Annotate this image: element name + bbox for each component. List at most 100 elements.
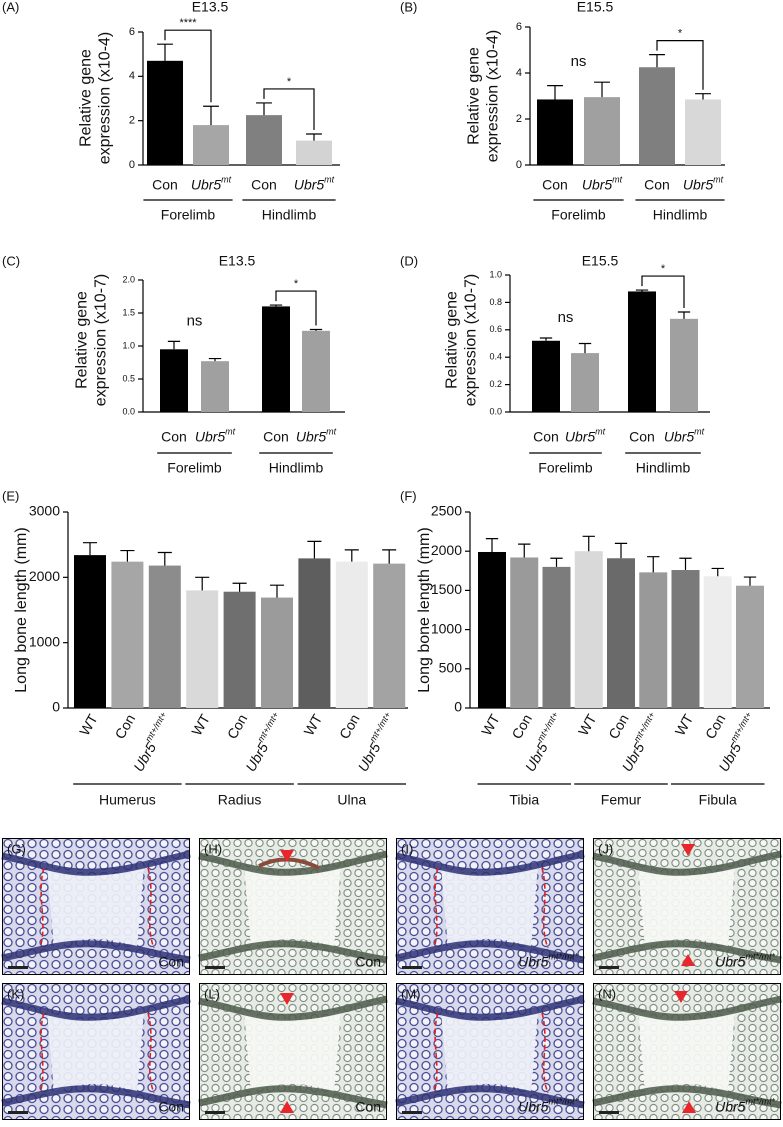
cortex-bottom: [198, 1085, 388, 1109]
panel-label: (A): [2, 0, 19, 14]
error-bar: [614, 542, 628, 559]
group-label: Radius: [218, 792, 262, 808]
x-tick-label-group: Ubr5 mt: [683, 174, 724, 192]
frame: [593, 838, 781, 975]
y-tick-label: 1000: [431, 620, 462, 636]
significance-label: ****: [179, 17, 197, 29]
marrow: [638, 1011, 735, 1093]
x-tick-label-group: Con: [224, 711, 251, 741]
x-tick-label: Ubr5: [664, 429, 695, 445]
error-bar: [485, 538, 499, 552]
bar: [262, 306, 290, 412]
x-tick-label-superscript: mt: [326, 426, 336, 436]
x-tick-label-group: Con: [152, 177, 178, 193]
cortex-top: [592, 850, 782, 876]
significance-label: *: [294, 278, 299, 290]
significance-label: *: [287, 76, 292, 88]
growth-line: [147, 1012, 155, 1094]
x-tick-label: Ubr5: [130, 740, 159, 774]
significance-bracket: [263, 88, 315, 130]
cortex-top: [395, 850, 585, 876]
y-axis-label: Long bone length (mm): [13, 527, 30, 692]
panel-label: (M): [401, 986, 421, 1001]
y-tick-label: 1.0: [489, 269, 502, 279]
y-axis-label: Relative gene: [444, 291, 461, 389]
y-axis-label: Relative gene: [466, 47, 483, 145]
y-axis-label: expression (x10-4): [97, 32, 114, 165]
group-label: Ulna: [337, 792, 366, 808]
cortex-top: [198, 850, 388, 876]
x-tick-label-group: Ubr5 mt: [565, 426, 606, 444]
caption-superscript: mt*/mt*: [745, 951, 775, 961]
x-tick-label: Ubr5: [242, 740, 271, 774]
arrowhead: [681, 844, 695, 856]
x-tick-label-group: Con: [112, 711, 139, 741]
error-bar: [518, 543, 531, 558]
panel-label: (F): [400, 488, 417, 503]
error-bar: [695, 93, 711, 100]
arrowhead: [280, 850, 294, 862]
x-tick-label-superscript: mt: [595, 426, 605, 436]
y-tick-label: 2000: [29, 568, 60, 584]
error-bar: [269, 304, 283, 307]
x-tick-label-group: WT: [672, 711, 697, 738]
bar: [193, 125, 229, 165]
x-tick-label-group: Ubr5 mt: [191, 174, 232, 192]
frame: [199, 983, 387, 1120]
cortex-bottom: [198, 940, 388, 964]
error-bar: [203, 105, 219, 126]
x-tick-label-group: Con: [702, 711, 729, 741]
growth-line: [39, 867, 45, 949]
x-tick-label-superscript: mt: [694, 426, 704, 436]
error-bar: [120, 549, 135, 562]
x-tick-label-superscript: mt: [713, 174, 723, 184]
x-tick-label-group: Con: [542, 177, 568, 193]
x-tick-label-group: Con: [251, 177, 277, 193]
group-label: Femur: [601, 792, 642, 808]
x-tick-label: Con: [152, 177, 178, 193]
caption-superscript: mt*/mt*: [745, 1096, 775, 1106]
x-tick-label: Con: [629, 429, 655, 445]
micrograph: (M) Ubr5 mt*/mt*: [395, 983, 585, 1120]
error-bar: [157, 43, 173, 61]
x-tick-label-group: Ubr5 mt: [296, 426, 337, 444]
cortex-bottom: [592, 940, 782, 964]
y-tick-label: 2.0: [122, 274, 135, 284]
x-tick-label-superscript: mt+/mt+: [255, 710, 280, 744]
cortex-top: [1, 850, 191, 876]
cortex-top: [592, 995, 782, 1021]
micrograph: (L) Con: [198, 983, 388, 1120]
micrograph: (K) Con: [1, 983, 191, 1120]
panel-label: (E): [2, 488, 19, 503]
error-bar: [344, 549, 359, 562]
caption: Con: [355, 954, 381, 970]
group-label: Forelimb: [551, 207, 606, 223]
bar: [302, 330, 330, 412]
cortex-top: [395, 995, 585, 1021]
x-tick-label-group: Con: [508, 711, 535, 741]
error-bar: [269, 584, 285, 598]
x-tick-label: WT: [188, 711, 213, 738]
x-tick-label: Ubr5: [565, 429, 596, 445]
x-tick-label-group: Con: [605, 711, 632, 741]
x-tick-label-group: WT: [76, 711, 101, 738]
panel-label: (B): [400, 0, 417, 14]
chart-title: E15.5: [577, 0, 614, 15]
scale-bar: [205, 1111, 225, 1114]
y-tick-label: 4: [129, 70, 135, 82]
cortex-bottom: [395, 1085, 585, 1109]
x-tick-label: WT: [672, 711, 697, 738]
arrowhead: [280, 993, 294, 1005]
bar: [111, 561, 144, 708]
error-bar: [232, 582, 247, 592]
group-label: Hindlimb: [262, 207, 317, 223]
x-tick-label: Con: [251, 177, 277, 193]
bar: [186, 590, 219, 708]
x-tick-label: Con: [605, 711, 632, 741]
marrow: [244, 866, 341, 948]
chart-title: E13.5: [192, 0, 229, 15]
caption: Con: [158, 1099, 184, 1115]
x-tick-label: Ubr5: [683, 177, 714, 193]
y-tick-label: 0: [129, 159, 135, 171]
y-tick-label: 0: [454, 699, 462, 715]
